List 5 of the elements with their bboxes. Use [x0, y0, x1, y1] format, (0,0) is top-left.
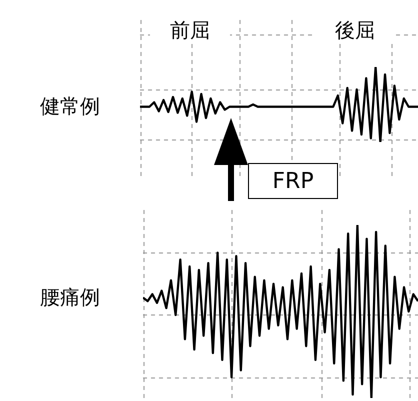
y-axis-title: 健常例: [39, 93, 101, 120]
text: 前屈: [150, 17, 230, 44]
y-axis-title: 腰痛例: [39, 284, 101, 311]
text: 後屈: [315, 17, 395, 44]
text: FRP: [248, 163, 338, 199]
